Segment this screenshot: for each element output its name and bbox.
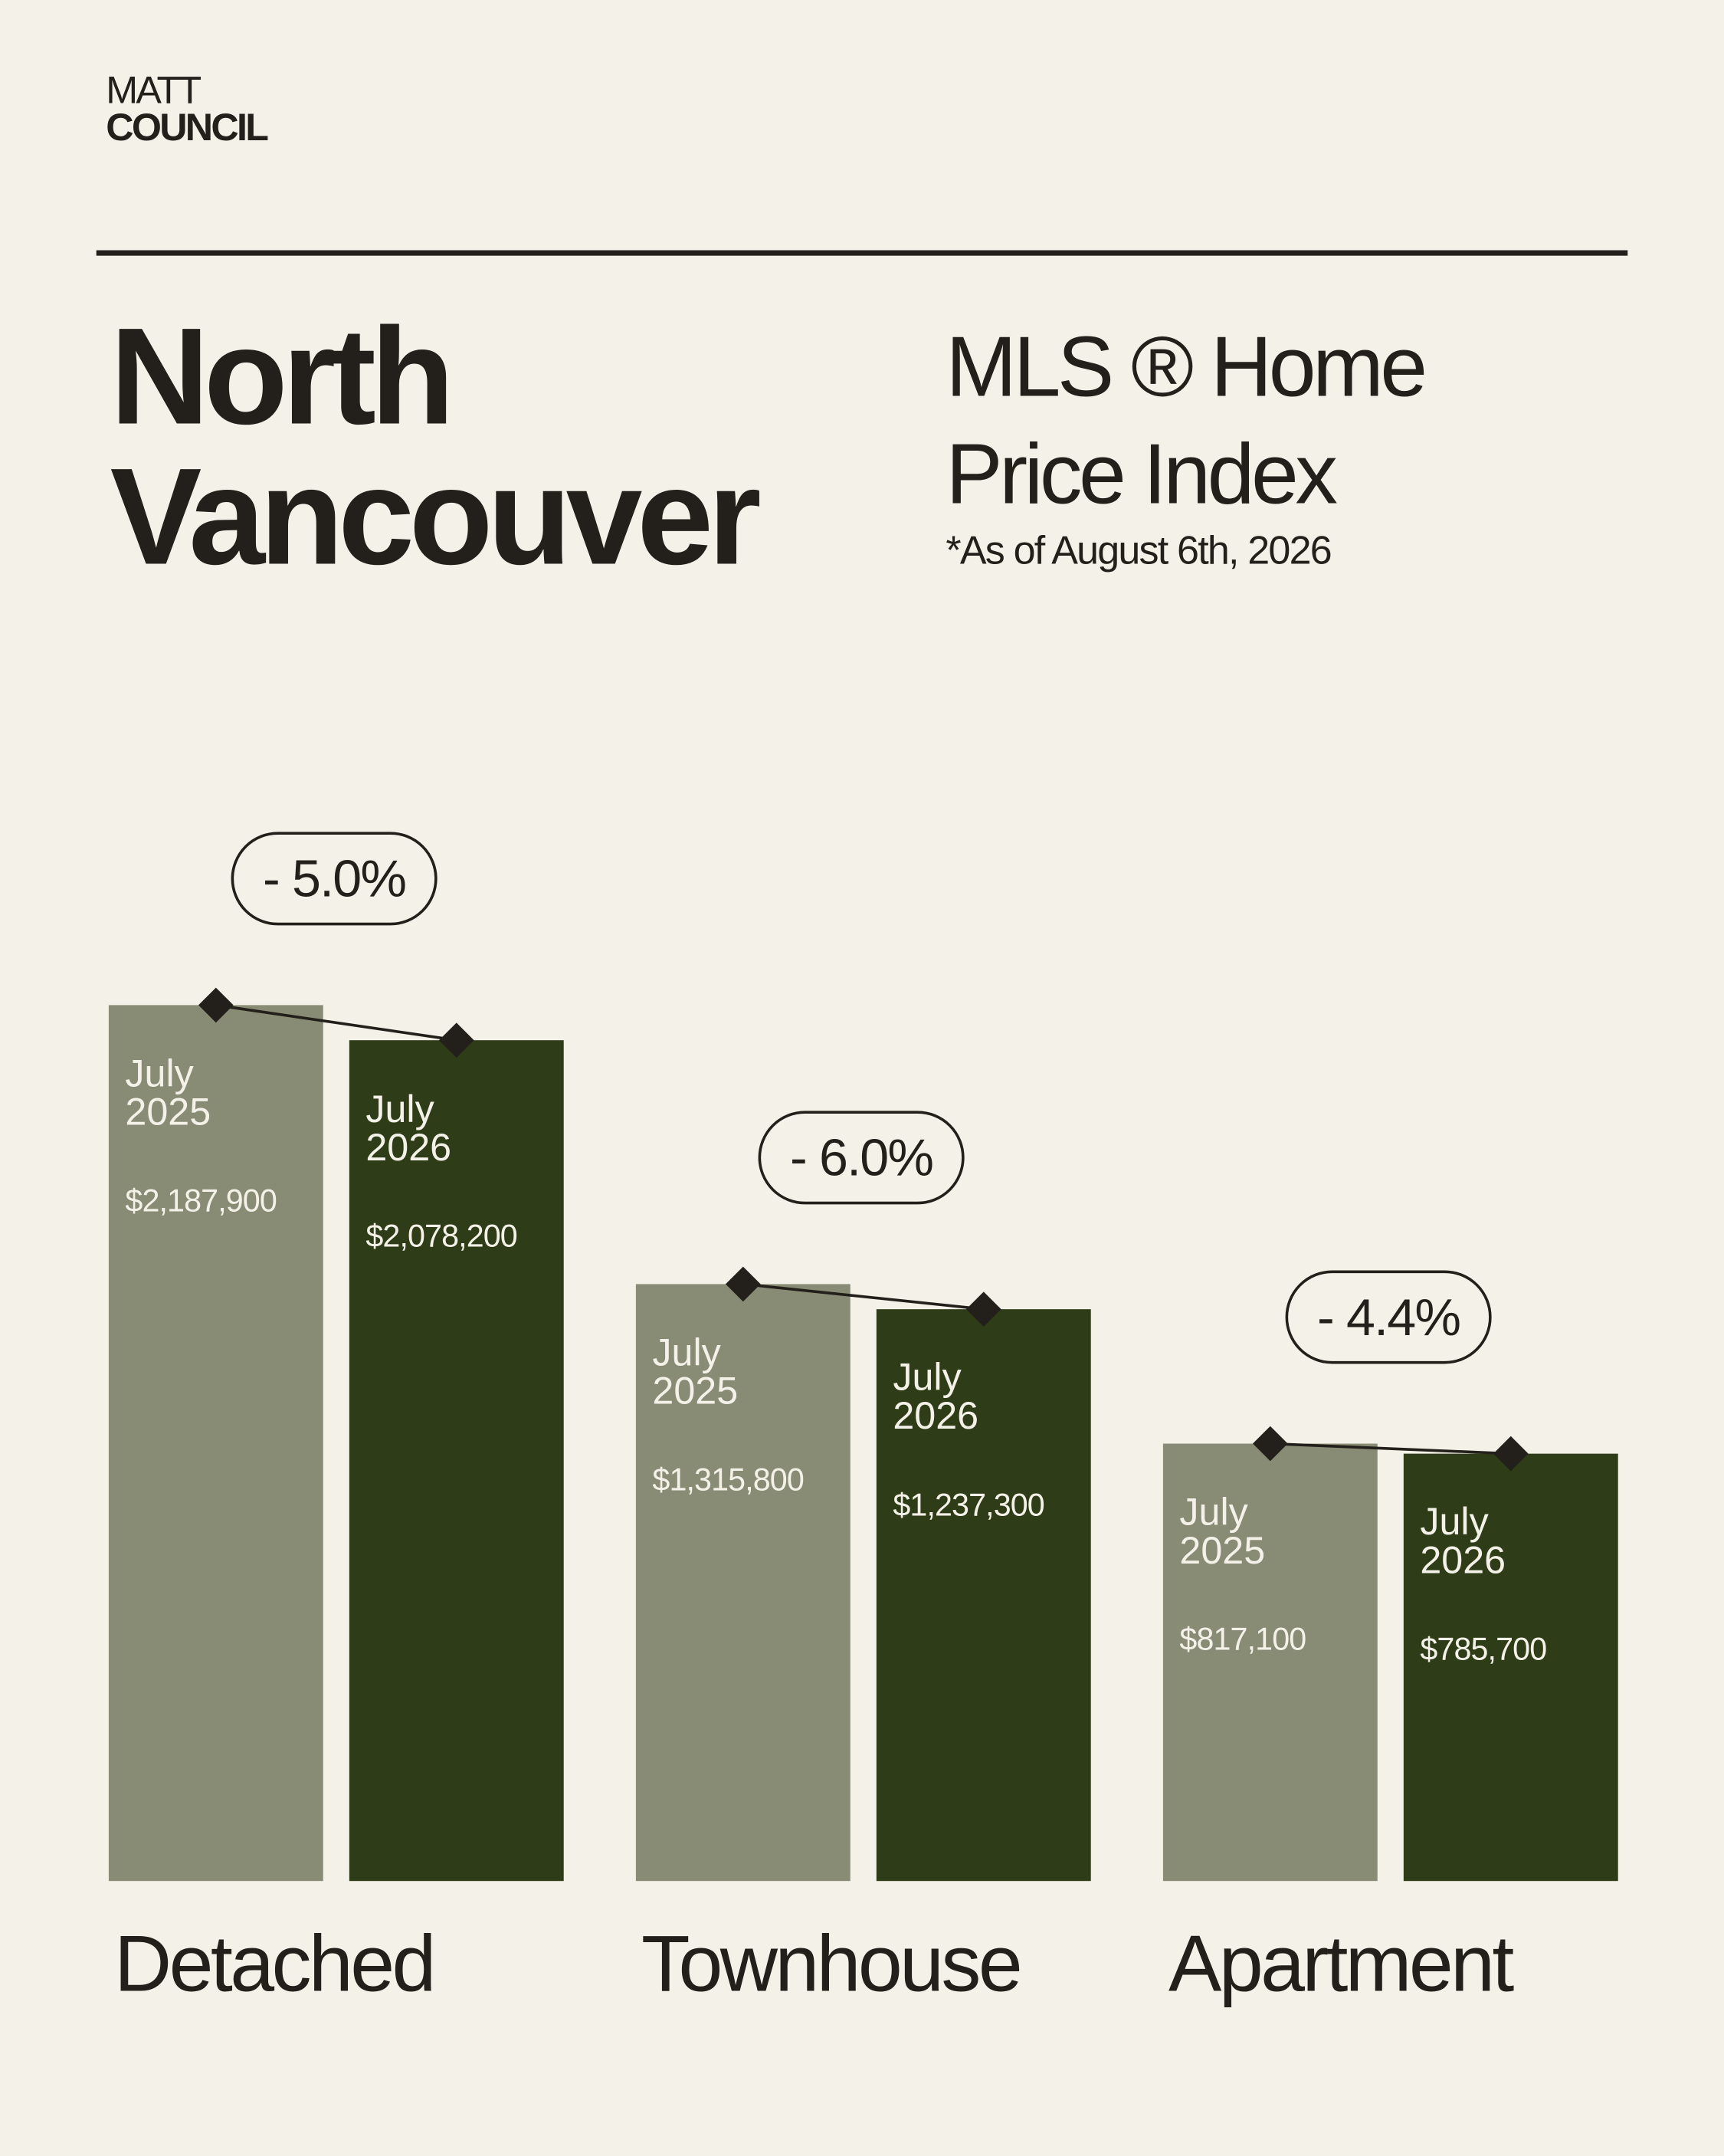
bar <box>1403 1453 1618 1882</box>
series-name: July 2026 <box>365 1089 452 1169</box>
bar <box>876 1309 1091 1882</box>
bar-label-box: July 2026 <box>1420 1503 1506 1582</box>
bar-label-box: July 2025 <box>1179 1493 1266 1572</box>
bar-label-box: July 2026 <box>365 1089 452 1169</box>
point-marker <box>438 1022 474 1058</box>
series-name: July 2026 <box>1420 1503 1506 1582</box>
bar <box>349 1040 564 1882</box>
series-name: July 2026 <box>893 1358 979 1437</box>
point-marker <box>1493 1436 1529 1472</box>
connector <box>742 1282 984 1311</box>
logo-line: COUNCIL <box>106 106 268 149</box>
bar-label-box: July 2026 <box>893 1358 979 1437</box>
subtitle: MLS ® Home <box>946 319 1424 415</box>
category-label: Detached <box>114 1920 434 2009</box>
value-label: $1,237,300 <box>893 1487 1044 1522</box>
value-label: $817,100 <box>1179 1622 1306 1657</box>
point-marker <box>198 987 234 1023</box>
change-label: - 6.0% <box>790 1129 932 1187</box>
change-label: - 4.4% <box>1317 1288 1460 1347</box>
bar <box>108 1005 323 1882</box>
subtitle: Price Index <box>946 426 1337 522</box>
series-name: July 2025 <box>652 1333 739 1413</box>
connector <box>1270 1442 1511 1455</box>
change-pill <box>758 1111 965 1205</box>
category-label: Apartment <box>1168 1920 1514 2009</box>
series-name: July 2025 <box>125 1055 211 1134</box>
change-pill <box>231 832 438 926</box>
bar <box>635 1284 851 1882</box>
value-label: $2,187,900 <box>125 1183 276 1219</box>
category-label: Townhouse <box>641 1920 1020 2009</box>
series-name: July 2025 <box>1179 1493 1266 1572</box>
note: *As of August 6th, 2026 <box>946 529 1330 573</box>
change-pill <box>1285 1270 1492 1364</box>
logo-line: MATT <box>106 69 201 112</box>
chart-title: Vancouver <box>110 441 760 594</box>
connector <box>215 1003 457 1042</box>
value-label: $1,315,800 <box>652 1462 803 1498</box>
bar-label-box: July 2025 <box>652 1333 739 1413</box>
value-label: $785,700 <box>1420 1632 1546 1667</box>
bar <box>1162 1443 1378 1882</box>
bar-label-box: July 2025 <box>125 1055 211 1134</box>
change-label: - 5.0% <box>263 850 405 908</box>
value-label: $2,078,200 <box>365 1218 516 1253</box>
chart-title: North <box>110 300 449 454</box>
